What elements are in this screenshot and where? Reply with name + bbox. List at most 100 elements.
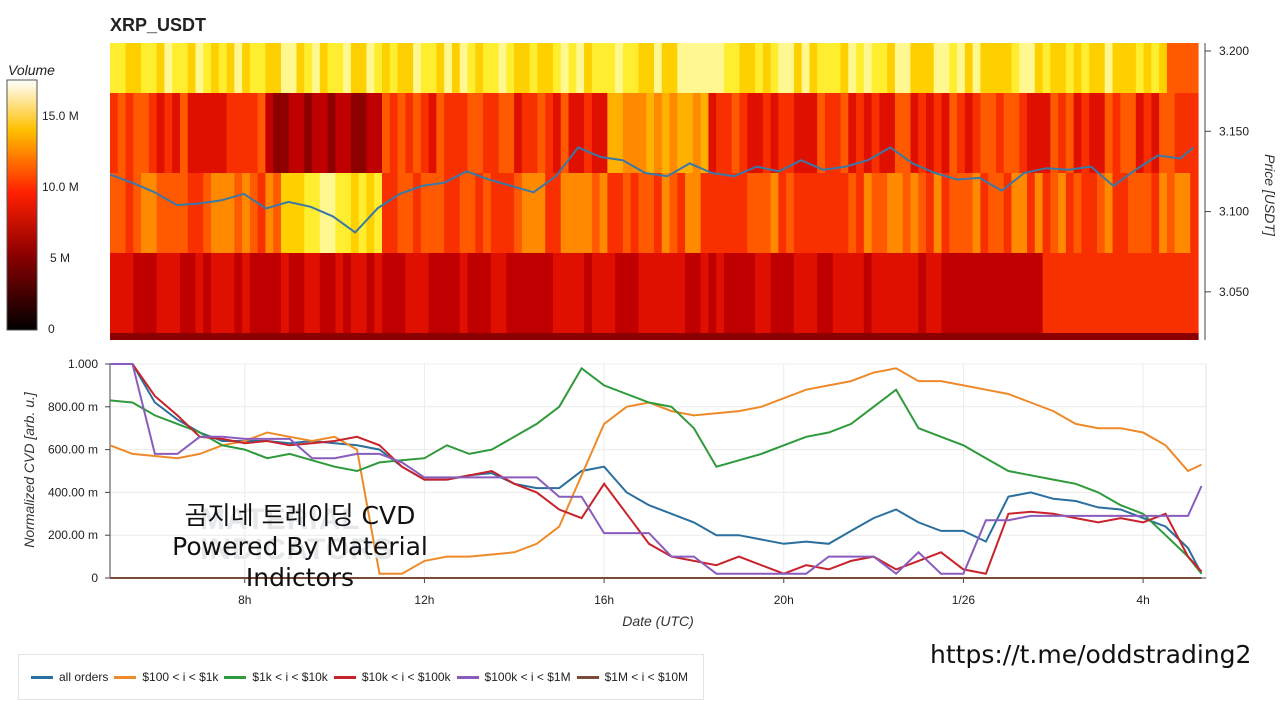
heatmap-cell bbox=[879, 253, 888, 333]
heatmap-cell bbox=[1128, 93, 1137, 173]
heatmap-cell bbox=[708, 43, 717, 93]
heatmap-cell bbox=[879, 333, 888, 340]
heatmap-cell bbox=[887, 253, 896, 333]
heatmap-cell bbox=[607, 173, 616, 253]
heatmap-cell bbox=[156, 253, 165, 333]
heatmap-cell bbox=[467, 43, 476, 93]
heatmap-cell bbox=[156, 333, 165, 340]
heatmap-cell bbox=[335, 333, 344, 340]
chart-title: XRP_USDT bbox=[110, 15, 207, 35]
legend-swatch bbox=[333, 675, 356, 679]
heatmap-cell bbox=[926, 93, 935, 173]
heatmap-cell bbox=[521, 93, 531, 173]
heatmap-cell bbox=[1034, 333, 1044, 340]
heatmap-cell bbox=[226, 333, 235, 340]
heatmap-cell bbox=[389, 253, 399, 333]
legend-label: $10k < i < $100k bbox=[361, 670, 451, 684]
heatmap-cell bbox=[1128, 173, 1137, 253]
heatmap-cell bbox=[708, 253, 717, 333]
heatmap-cell bbox=[1019, 333, 1028, 340]
heatmap-cell bbox=[646, 253, 655, 333]
heatmap-cell bbox=[382, 43, 391, 93]
heatmap-cell bbox=[995, 333, 1005, 340]
heatmap-cell bbox=[483, 93, 492, 173]
heatmap-cell bbox=[397, 333, 406, 340]
heatmap-cell bbox=[529, 43, 539, 93]
heatmap-cell bbox=[265, 173, 274, 253]
heatmap-cell bbox=[677, 173, 686, 253]
heatmap-cell bbox=[824, 253, 834, 333]
heatmap-cell bbox=[1003, 333, 1013, 340]
heatmap-cell bbox=[685, 333, 694, 340]
heatmap-cell bbox=[234, 173, 243, 253]
heatmap-cell bbox=[700, 253, 709, 333]
price-tick-label: 3.100 bbox=[1219, 205, 1249, 219]
legend-item[interactable]: $100k < i < $1M bbox=[456, 670, 571, 684]
legend-item[interactable]: $10k < i < $100k bbox=[333, 670, 451, 684]
heatmap-cell bbox=[350, 173, 360, 253]
heatmap-cell bbox=[755, 173, 764, 253]
heatmap-cell bbox=[187, 173, 197, 253]
heatmap-cell bbox=[125, 333, 134, 340]
heatmap-cell bbox=[747, 333, 756, 340]
heatmap-cell bbox=[164, 43, 173, 93]
heatmap-cell bbox=[1027, 253, 1036, 333]
heatmap-cell bbox=[187, 93, 197, 173]
heatmap-cell bbox=[444, 253, 453, 333]
heatmap-cell bbox=[894, 333, 904, 340]
heatmap-cell bbox=[436, 93, 445, 173]
heatmap-cell bbox=[739, 333, 748, 340]
heatmap-cell bbox=[537, 43, 546, 93]
heatmap-cell bbox=[545, 93, 554, 173]
heatmap-cell bbox=[933, 173, 943, 253]
heatmap-cell bbox=[926, 173, 935, 253]
heatmap-cell bbox=[234, 43, 243, 93]
heatmap-cell bbox=[964, 93, 974, 173]
legend-swatch bbox=[224, 675, 247, 679]
heatmap-cell bbox=[762, 173, 772, 253]
heatmap-cell bbox=[545, 253, 554, 333]
heatmap-cell bbox=[770, 43, 779, 93]
heatmap-cell bbox=[1182, 93, 1191, 173]
heatmap-cell bbox=[809, 333, 818, 340]
overlay-caption: 곰지네 트레이딩 CVD Powered By Material Indicto… bbox=[135, 500, 465, 593]
heatmap-cell bbox=[428, 93, 437, 173]
legend-item[interactable]: $1k < i < $10k bbox=[224, 670, 328, 684]
heatmap-cell bbox=[545, 43, 554, 93]
heatmap-cell bbox=[249, 253, 259, 333]
heatmap-cell bbox=[1042, 173, 1051, 253]
legend-item[interactable]: all orders bbox=[31, 670, 108, 684]
heatmap-cell bbox=[615, 333, 624, 340]
heatmap-cell bbox=[685, 43, 694, 93]
heatmap-cell bbox=[203, 173, 212, 253]
heatmap-cell bbox=[716, 253, 725, 333]
legend-item[interactable]: $1M < i < $10M bbox=[576, 670, 688, 684]
heatmap-cell bbox=[560, 93, 570, 173]
heatmap-cell bbox=[179, 93, 189, 173]
heatmap-cell bbox=[203, 93, 212, 173]
heatmap-cell bbox=[389, 43, 399, 93]
heatmap-cell bbox=[910, 253, 919, 333]
heatmap-cell bbox=[1081, 43, 1090, 93]
heatmap-cell bbox=[203, 253, 212, 333]
heatmap-cell bbox=[894, 93, 904, 173]
heatmap-cell bbox=[304, 93, 313, 173]
heatmap-cell bbox=[327, 333, 336, 340]
heatmap-cell bbox=[817, 93, 826, 173]
heatmap-cell bbox=[343, 93, 352, 173]
heatmap-cell bbox=[801, 173, 811, 253]
heatmap-cell bbox=[537, 253, 546, 333]
heatmap-cell bbox=[211, 333, 220, 340]
heatmap-cell bbox=[568, 93, 577, 173]
heatmap-cell bbox=[304, 173, 313, 253]
heatmap-cell bbox=[312, 253, 321, 333]
heatmap-cell bbox=[848, 333, 857, 340]
heatmap-cell bbox=[1011, 333, 1020, 340]
heatmap-cell bbox=[172, 253, 181, 333]
heatmap-cell bbox=[249, 43, 259, 93]
heatmap-cell bbox=[863, 333, 873, 340]
legend-item[interactable]: $100 < i < $1k bbox=[114, 670, 218, 684]
heatmap-cell bbox=[739, 253, 748, 333]
heatmap-cell bbox=[117, 253, 127, 333]
heatmap-cell bbox=[980, 93, 989, 173]
